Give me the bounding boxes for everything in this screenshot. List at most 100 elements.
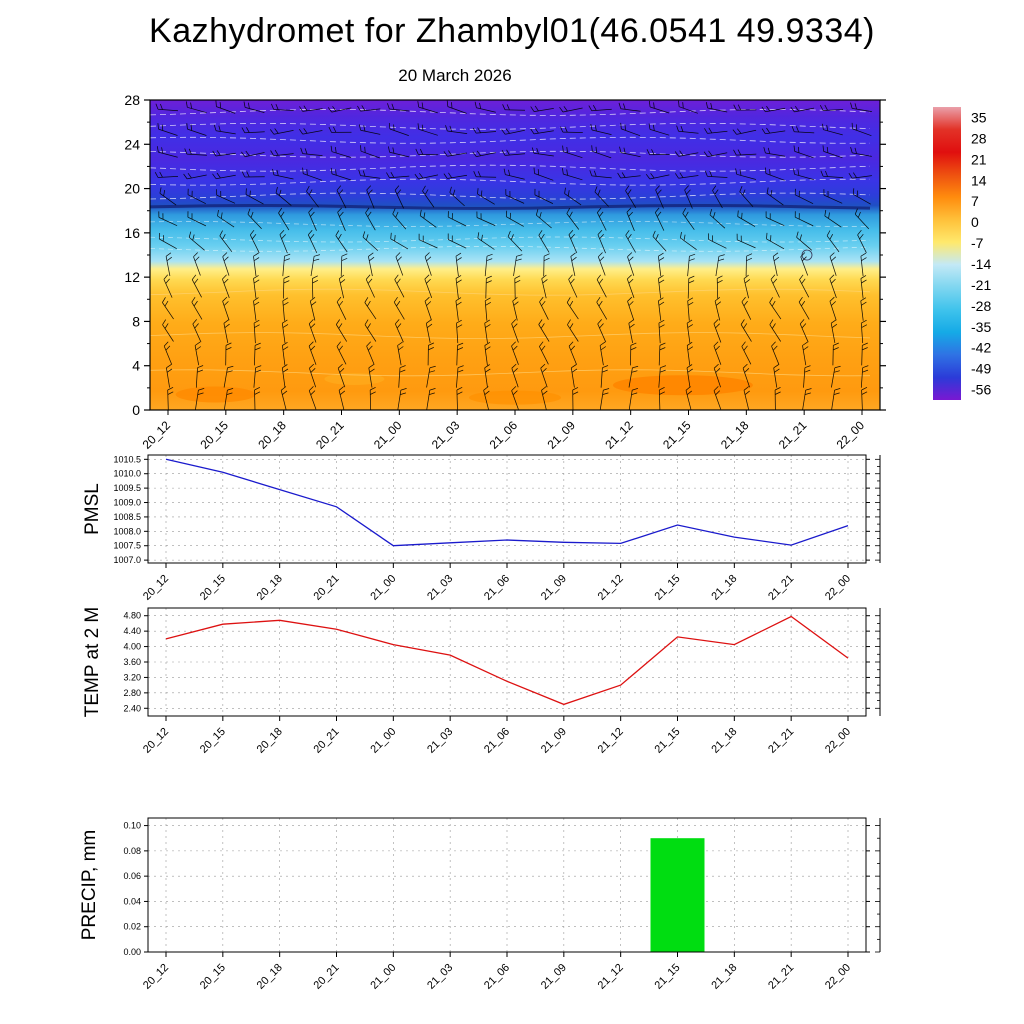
colorbar-tick-label: -14	[971, 256, 991, 272]
y-tick-label: 28	[124, 92, 140, 108]
x-tick-label: 21_15	[653, 962, 683, 992]
x-tick-label: 20_18	[255, 573, 285, 603]
x-tick-label: 22_00	[834, 418, 868, 452]
x-tick-label: 20_15	[197, 418, 231, 452]
x-tick-label: 20_21	[312, 573, 342, 603]
y-tick-label: 0	[132, 402, 140, 418]
temperature-field	[150, 100, 880, 410]
x-tick-label: 21_21	[776, 418, 810, 452]
x-tick-label: 21_03	[429, 418, 463, 452]
pmsl-line	[165, 458, 849, 547]
x-tick-label: 21_03	[425, 573, 455, 603]
warm-anomaly-blob	[324, 373, 385, 385]
temp-panel: 2.40 2.80 3.20 3.60 4.00 4.40 4.80 20_12 20_15 20…	[82, 607, 881, 756]
x-tick-label: 20_18	[255, 726, 285, 756]
y-tick-label: 24	[124, 136, 140, 152]
x-tick-label: 21_09	[539, 573, 569, 603]
y-tick-label: 0.06	[123, 871, 141, 881]
x-tick-label: 21_06	[482, 962, 512, 992]
x-tick-label: 21_00	[371, 418, 405, 452]
precip-panel: 0.00 0.02 0.04 0.06 0.08 0.10 20_12 20_15 20_18 2…	[79, 817, 881, 992]
colorbar-tick-label: -35	[971, 319, 991, 335]
page-title: Kazhydromet for Zhambyl01(46.0541 49.933…	[149, 12, 875, 50]
y-tick-label: 1007.0	[113, 555, 141, 565]
precip-panel-title: PRECIP, mm	[79, 830, 100, 941]
x-tick-label: 20_15	[198, 573, 228, 603]
y-tick-label: 0.10	[123, 821, 141, 831]
x-tick-label: 21_00	[368, 962, 398, 992]
x-tick-label: 21_12	[596, 962, 626, 992]
x-tick-label: 21_21	[766, 573, 796, 603]
x-tick-label: 20_15	[198, 726, 228, 756]
y-tick-label: 1008.5	[113, 512, 141, 522]
colorbar-tick-label: 35	[971, 109, 987, 125]
x-tick-label: 20_21	[312, 726, 342, 756]
colorbar-tick-label: -7	[971, 235, 984, 251]
colorbar-tick-label: 21	[971, 151, 987, 167]
colorbar-tick-label: -28	[971, 298, 991, 314]
x-tick-label: 21_06	[482, 573, 512, 603]
pmsl-panel-title: PMSL	[82, 483, 103, 535]
y-tick-label: 0.00	[123, 947, 141, 957]
y-tick-label: 0.04	[123, 896, 141, 906]
y-tick-label: 1010.5	[113, 454, 141, 464]
gridlines	[148, 818, 866, 953]
y-tick-label: 12	[124, 269, 140, 285]
warm-anomaly-blob	[612, 375, 753, 396]
x-tick-label: 21_12	[596, 573, 626, 603]
warm-anomaly-blob	[175, 386, 256, 403]
colorbar-tick-label: 28	[971, 130, 987, 146]
colorbar-tick-label: -49	[971, 361, 991, 377]
x-tick-label: 21_18	[718, 418, 752, 452]
x-tick-label: 21_00	[368, 573, 398, 603]
y-tick-label: 1010.0	[113, 469, 141, 479]
x-tick-label: 21_15	[653, 573, 683, 603]
y-tick-label: 0.08	[123, 846, 141, 856]
x-tick-label: 21_15	[653, 726, 683, 756]
x-tick-label: 21_09	[544, 418, 578, 452]
y-tick-label: 3.20	[123, 672, 141, 682]
x-tick-label: 21_15	[660, 418, 694, 452]
temp-line	[165, 615, 849, 706]
y-tick-label: 16	[124, 225, 140, 241]
x-tick-label: 20_12	[141, 962, 171, 992]
x-tick-label: 21_03	[425, 962, 455, 992]
x-tick-label: 21_00	[368, 726, 398, 756]
x-tick-label: 20_18	[255, 418, 289, 452]
x-tick-label: 20_21	[312, 962, 342, 992]
x-tick-label: 20_15	[198, 962, 228, 992]
y-tick-label: 4	[132, 358, 140, 374]
colorbar-tick-label: -56	[971, 382, 991, 398]
x-tick-label: 21_18	[709, 726, 739, 756]
y-tick-label: 4.00	[123, 642, 141, 652]
x-tick-label: 21_06	[482, 726, 512, 756]
x-tick-label: 20_18	[255, 962, 285, 992]
y-tick-label: 2.40	[123, 703, 141, 713]
colorbar-tick-label: 0	[971, 214, 979, 230]
x-tick-label: 21_12	[602, 418, 636, 452]
x-tick-label: 21_18	[709, 573, 739, 603]
y-tick-label: 1007.5	[113, 541, 141, 551]
date-subtitle: 20 March 2026	[398, 66, 512, 85]
pmsl-panel: 1007.0 1007.5 1008.0 1008.5 1009.0 1009.5 1010…	[82, 454, 881, 603]
gridlines	[148, 455, 866, 563]
y-tick-label: 3.60	[123, 657, 141, 667]
y-tick-label: 1008.0	[113, 526, 141, 536]
x-tick-label: 21_21	[766, 962, 796, 992]
x-tick-label: 22_00	[823, 726, 853, 756]
y-tick-label: 1009.5	[113, 483, 141, 493]
colorbar-tick-label: -42	[971, 340, 991, 356]
x-tick-label: 20_12	[141, 726, 171, 756]
wind-barbs	[154, 100, 872, 411]
x-tick-label: 21_06	[487, 418, 521, 452]
colorbar-gradient	[933, 107, 961, 400]
y-tick-label: 4.80	[123, 611, 141, 621]
y-tick-label: 4.40	[123, 626, 141, 636]
frontal-boundary-line	[149, 204, 871, 210]
y-tick-label: 1009.0	[113, 498, 141, 508]
y-tick-label: 20	[124, 181, 140, 197]
temp-panel-title: TEMP at 2 M	[82, 607, 103, 718]
x-tick-label: 20_12	[140, 418, 174, 452]
x-tick-label: 22_00	[823, 962, 853, 992]
